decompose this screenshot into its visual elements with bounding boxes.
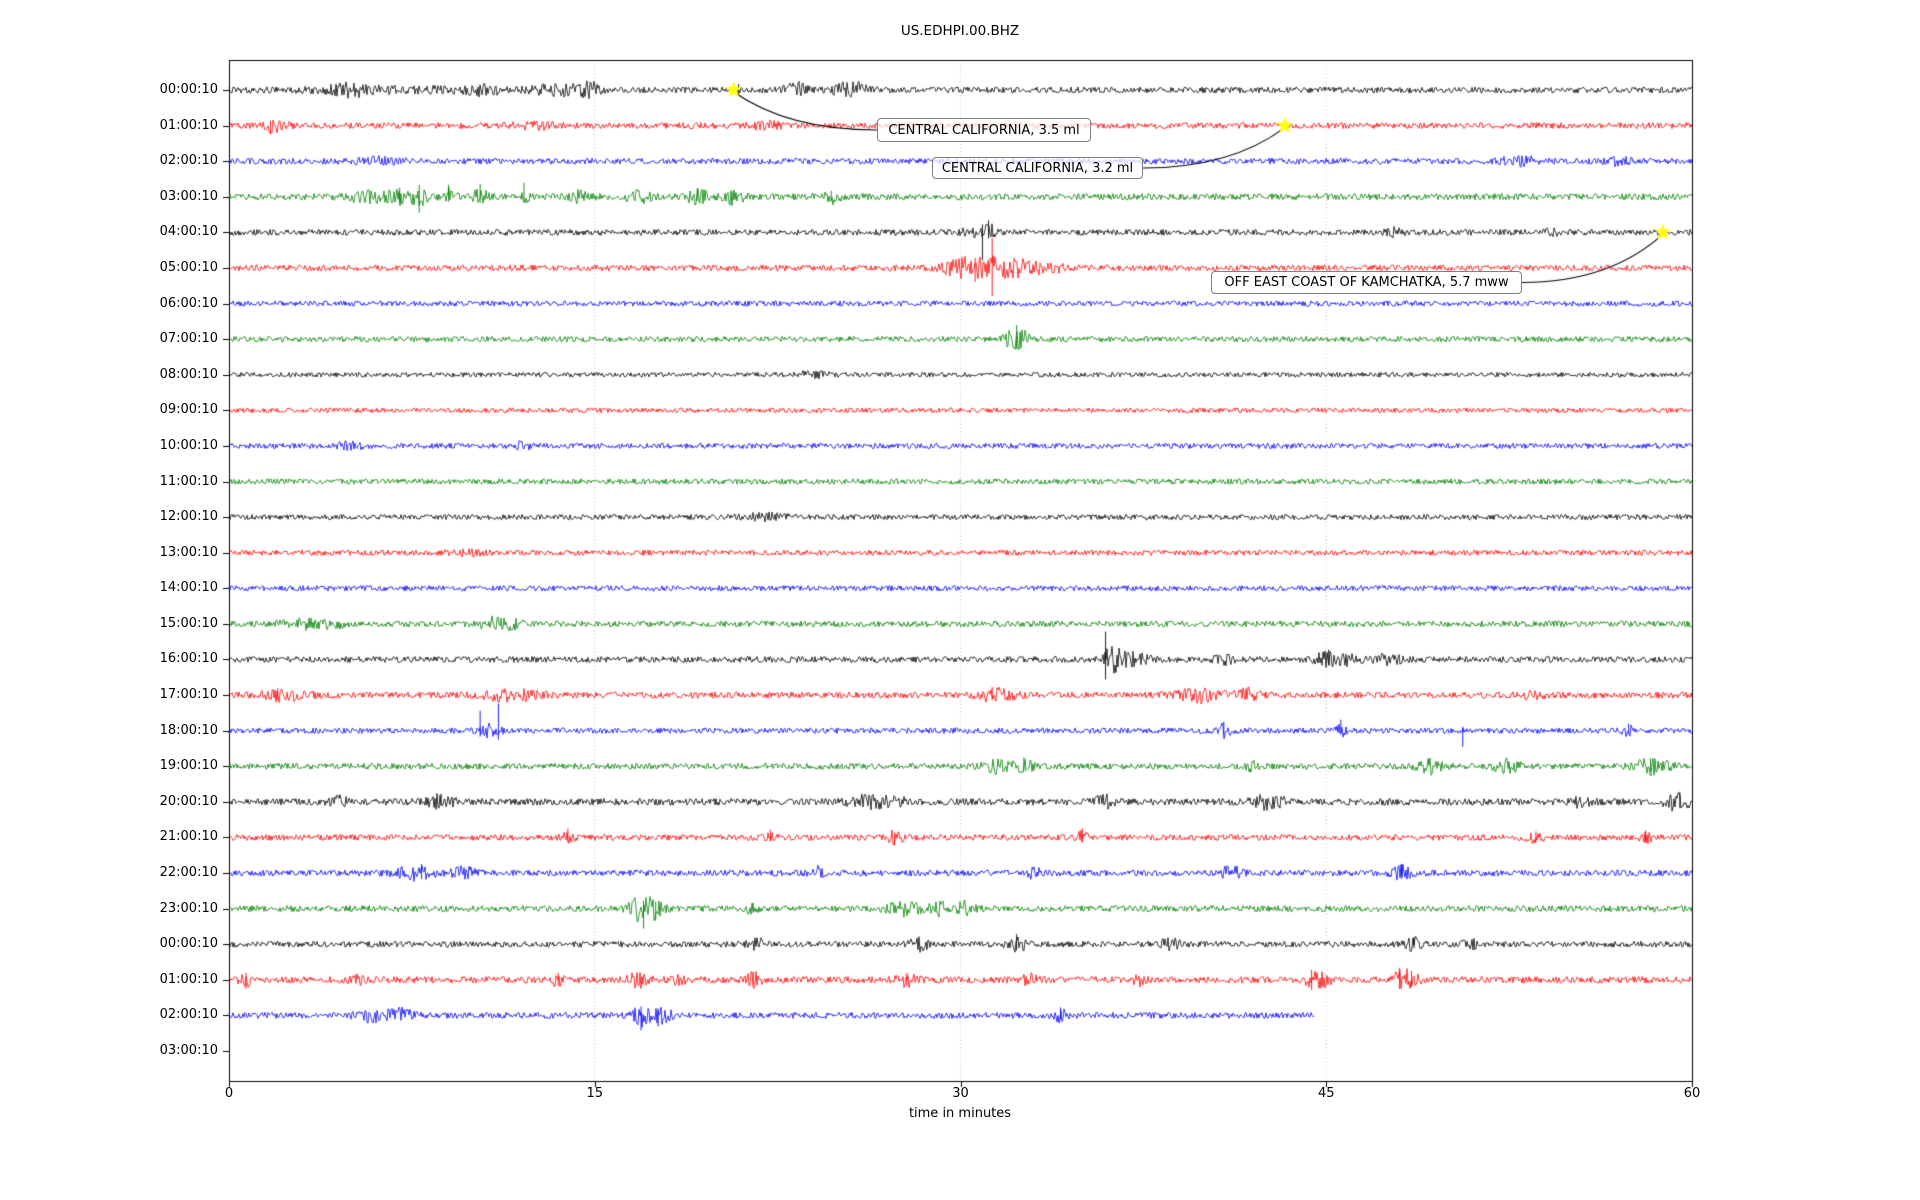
y-tick-label: 12:00:10 [159, 509, 218, 525]
y-tick-label: 15:00:10 [159, 615, 218, 631]
y-tick-label: 17:00:10 [159, 687, 218, 703]
chart-title: US.EDHPI.00.BHZ [900, 23, 1020, 39]
y-tick-label: 01:00:10 [159, 971, 218, 987]
y-tick-label: 18:00:10 [159, 722, 218, 738]
y-tick-label: 20:00:10 [159, 793, 218, 809]
annotation-kamchatka-5-7: OFF EAST COAST OF KAMCHATKA, 5.7 mww [1211, 271, 1522, 294]
y-tick-label: 22:00:10 [159, 865, 218, 881]
y-tick-label: 01:00:10 [159, 117, 218, 133]
y-tick-label: 08:00:10 [159, 366, 218, 382]
y-tick-label: 09:00:10 [159, 402, 218, 418]
y-tick-label: 14:00:10 [159, 580, 218, 596]
x-axis-title: time in minutes [908, 1106, 1012, 1121]
y-tick-label: 16:00:10 [159, 651, 218, 667]
y-tick-label: 05:00:10 [159, 259, 218, 275]
y-tick-label: 11:00:10 [159, 473, 218, 489]
x-tick-label: 30 [952, 1086, 969, 1101]
y-tick-label: 06:00:10 [159, 295, 218, 311]
y-tick-label: 04:00:10 [159, 224, 218, 240]
y-tick-label: 13:00:10 [159, 544, 218, 560]
y-tick-label: 03:00:10 [159, 188, 218, 204]
y-tick-label: 07:00:10 [159, 331, 218, 347]
y-tick-label: 21:00:10 [159, 829, 218, 845]
y-tick-label: 10:00:10 [159, 437, 218, 453]
y-tick-label: 02:00:10 [159, 153, 218, 169]
y-tick-label: 00:00:10 [159, 82, 218, 97]
y-tick-label: 19:00:10 [159, 758, 218, 774]
x-tick-label: 60 [1683, 1086, 1701, 1101]
x-tick-label: 0 [224, 1086, 234, 1101]
y-tick-label: 00:00:10 [159, 936, 218, 952]
x-tick-label: 45 [1317, 1086, 1335, 1101]
y-tick-label: 03:00:10 [159, 1043, 218, 1058]
y-tick-label: 02:00:10 [159, 1007, 218, 1023]
x-tick-label: 15 [586, 1086, 604, 1101]
y-tick-label: 23:00:10 [159, 900, 218, 916]
annotation-central-california-3-2: CENTRAL CALIFORNIA, 3.2 ml [932, 157, 1143, 179]
annotation-central-california-3-5: CENTRAL CALIFORNIA, 3.5 ml [877, 118, 1091, 142]
